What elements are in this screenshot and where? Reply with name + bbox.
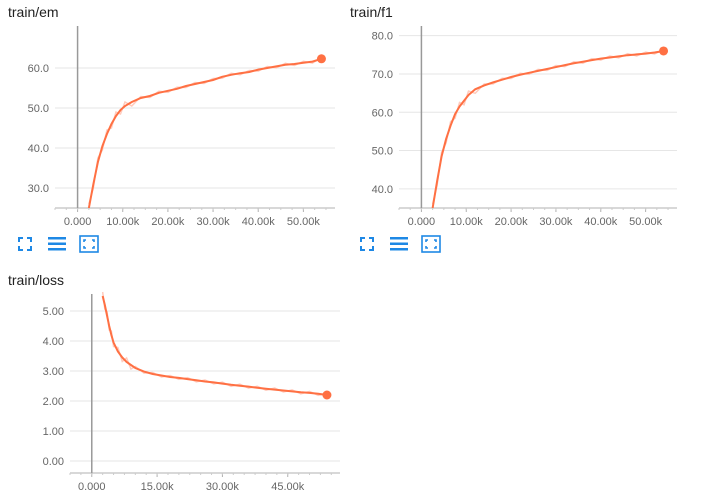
x-tick-label: 20.00k bbox=[151, 216, 185, 228]
y-tick-label: 4.00 bbox=[43, 336, 64, 348]
x-tick-label: 40.00k bbox=[584, 216, 618, 228]
y-tick-label: 50.0 bbox=[372, 146, 393, 158]
list-icon bbox=[390, 237, 408, 251]
chart-toolbar-em bbox=[14, 234, 100, 254]
chart-title-f1: train/f1 bbox=[350, 4, 393, 20]
y-tick-label: 5.00 bbox=[43, 306, 64, 318]
x-tick-label: 40.00k bbox=[242, 216, 276, 228]
x-tick-label: 50.00k bbox=[287, 216, 321, 228]
chart-em[interactable]: 30.0 40.0 50.0 60.0 0.000 10.00k 20.00k 30.00k 4… bbox=[0, 0, 340, 232]
chart-card-loss: train/loss 0.00 1.00 2.00 3.00 4.00 5.00 0.000… bbox=[0, 270, 345, 500]
y-tick-label: 1.00 bbox=[43, 426, 64, 438]
series-line[interactable] bbox=[101, 295, 328, 396]
fullscreen-button-f1[interactable] bbox=[356, 234, 378, 254]
y-tick-label: 70.0 bbox=[372, 69, 393, 81]
chart-title-em: train/em bbox=[8, 4, 59, 20]
y-tick-label: 80.0 bbox=[372, 31, 393, 43]
series-line[interactable] bbox=[431, 49, 664, 209]
toggle-log-button-f1[interactable] bbox=[388, 234, 410, 254]
fullscreen-button-em[interactable] bbox=[14, 234, 36, 254]
series-raw-line bbox=[431, 48, 664, 205]
fit-domain-icon bbox=[421, 235, 441, 253]
chart-card-em: train/em 30.0 40.0 50.0 60.0 0.000 10.00k 20.0… bbox=[0, 0, 340, 260]
x-tick-label: 10.00k bbox=[106, 216, 140, 228]
fit-domain-button-em[interactable] bbox=[78, 234, 100, 254]
y-tick-label: 30.0 bbox=[28, 183, 49, 195]
y-tick-label: 60.0 bbox=[28, 63, 49, 75]
y-tick-label: 3.00 bbox=[43, 366, 64, 378]
series-last-point[interactable] bbox=[316, 54, 326, 64]
x-tick-label: 20.00k bbox=[495, 216, 529, 228]
y-tick-label: 50.0 bbox=[28, 103, 49, 115]
fit-domain-icon bbox=[79, 235, 99, 253]
y-tick-label: 40.0 bbox=[28, 143, 49, 155]
series-last-point[interactable] bbox=[322, 390, 332, 400]
x-tick-label: 30.00k bbox=[206, 481, 240, 493]
x-tick-label: 30.00k bbox=[539, 216, 573, 228]
chart-toolbar-f1 bbox=[356, 234, 442, 254]
y-tick-label: 60.0 bbox=[372, 107, 393, 119]
x-tick-label: 15.00k bbox=[141, 481, 175, 493]
chart-card-f1: train/f1 40.0 50.0 60.0 70.0 80.0 0.000 10.00k… bbox=[342, 0, 682, 260]
chart-f1[interactable]: 40.0 50.0 60.0 70.0 80.0 0.000 10.00k 20.00k 30.… bbox=[342, 0, 682, 232]
y-tick-label: 2.00 bbox=[43, 396, 64, 408]
series-line[interactable] bbox=[87, 57, 322, 209]
x-tick-label: 45.00k bbox=[271, 481, 305, 493]
x-tick-label: 0.000 bbox=[64, 216, 92, 228]
series-last-point[interactable] bbox=[659, 46, 669, 56]
y-tick-label: 40.0 bbox=[372, 184, 393, 196]
x-tick-label: 50.00k bbox=[629, 216, 663, 228]
fit-domain-button-f1[interactable] bbox=[420, 234, 442, 254]
x-tick-label: 0.000 bbox=[78, 481, 106, 493]
chart-loss[interactable]: 0.00 1.00 2.00 3.00 4.00 5.00 0.000 15.00k 30.00… bbox=[0, 270, 345, 500]
x-tick-label: 30.00k bbox=[197, 216, 231, 228]
series-raw-line bbox=[101, 291, 328, 397]
toggle-log-button-em[interactable] bbox=[46, 234, 68, 254]
fullscreen-icon bbox=[18, 237, 32, 251]
list-icon bbox=[48, 237, 66, 251]
x-tick-label: 10.00k bbox=[450, 216, 484, 228]
fullscreen-icon bbox=[360, 237, 374, 251]
chart-title-loss: train/loss bbox=[8, 272, 65, 288]
y-tick-label: 0.00 bbox=[43, 456, 64, 468]
series-raw-line bbox=[88, 56, 322, 205]
x-tick-label: 0.000 bbox=[408, 216, 436, 228]
